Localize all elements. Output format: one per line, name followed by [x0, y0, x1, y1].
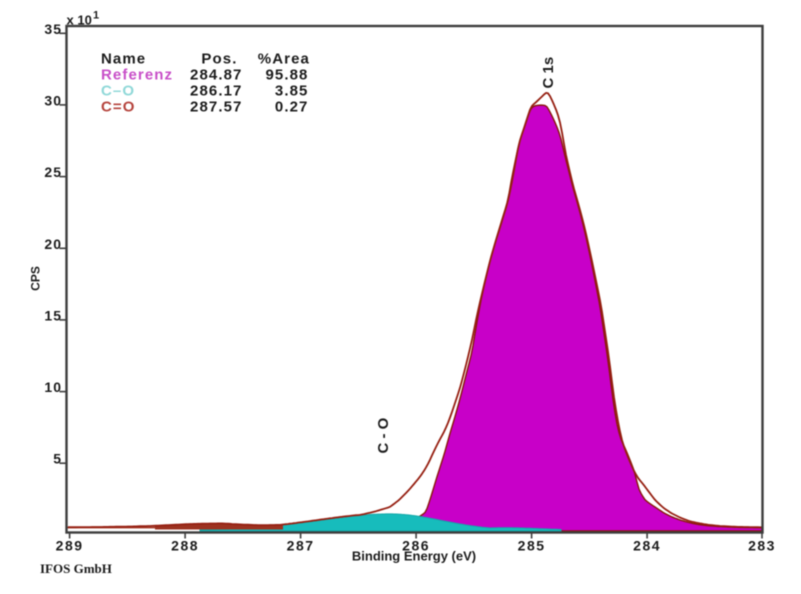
svg-text:285: 285 [518, 538, 546, 554]
svg-text:IFOS GmbH: IFOS GmbH [40, 561, 112, 576]
svg-text:284.87: 284.87 [190, 67, 242, 84]
svg-text:CPS: CPS [29, 266, 43, 291]
svg-text:3.85: 3.85 [275, 83, 309, 100]
svg-text:0.27: 0.27 [275, 99, 309, 116]
svg-text:1: 1 [93, 10, 99, 22]
svg-text:283: 283 [748, 538, 776, 554]
svg-text:289: 289 [56, 538, 84, 554]
svg-text:5: 5 [53, 451, 62, 467]
svg-text:C=O: C=O [101, 99, 136, 116]
svg-text:%Area: %Area [258, 51, 310, 68]
svg-text:95.88: 95.88 [265, 67, 308, 84]
svg-text:286: 286 [402, 538, 430, 554]
svg-text:287: 287 [287, 538, 315, 554]
svg-text:284: 284 [633, 538, 661, 554]
svg-text:Referenz: Referenz [101, 67, 173, 84]
svg-text:286.17: 286.17 [190, 83, 242, 100]
svg-text:C–O: C–O [101, 83, 135, 100]
svg-text:287.57: 287.57 [190, 99, 242, 116]
svg-text:15: 15 [44, 307, 62, 323]
svg-text:x 10: x 10 [67, 13, 92, 28]
svg-text:10: 10 [44, 379, 62, 395]
svg-text:C - O: C - O [375, 417, 392, 453]
svg-text:20: 20 [44, 236, 62, 252]
svg-text:288: 288 [171, 538, 199, 554]
svg-text:25: 25 [44, 164, 62, 180]
svg-text:35: 35 [44, 21, 62, 37]
svg-text:Pos.: Pos. [201, 51, 237, 68]
svg-text:C 1s: C 1s [540, 57, 557, 89]
svg-text:Binding Energy (eV): Binding Energy (eV) [352, 549, 476, 564]
svg-text:30: 30 [44, 92, 62, 108]
svg-text:Name: Name [101, 51, 146, 68]
